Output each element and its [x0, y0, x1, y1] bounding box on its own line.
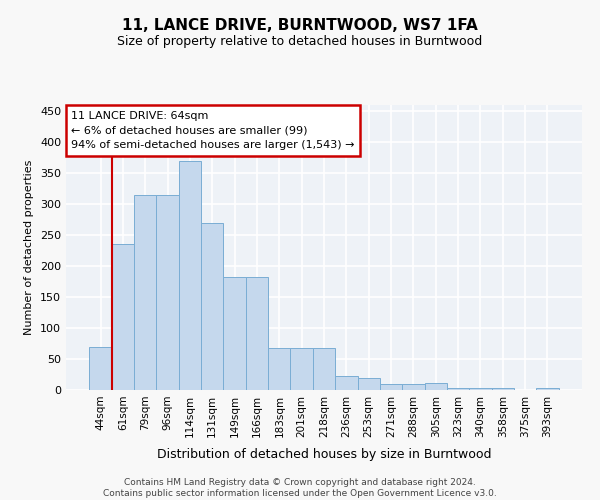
Bar — [358, 378, 380, 390]
Bar — [201, 222, 223, 390]
Bar — [223, 276, 246, 390]
Text: Size of property relative to detached houses in Burntwood: Size of property relative to detached ho… — [118, 35, 482, 48]
Bar — [313, 348, 335, 390]
Bar — [491, 388, 514, 390]
Bar — [290, 348, 313, 390]
Bar — [268, 348, 290, 390]
Bar — [112, 244, 134, 390]
Bar — [447, 388, 469, 390]
Text: 11, LANCE DRIVE, BURNTWOOD, WS7 1FA: 11, LANCE DRIVE, BURNTWOOD, WS7 1FA — [122, 18, 478, 32]
Bar — [402, 384, 425, 390]
Text: 11 LANCE DRIVE: 64sqm
← 6% of detached houses are smaller (99)
94% of semi-detac: 11 LANCE DRIVE: 64sqm ← 6% of detached h… — [71, 110, 355, 150]
Bar — [157, 195, 179, 390]
Bar — [134, 195, 157, 390]
Y-axis label: Number of detached properties: Number of detached properties — [25, 160, 34, 335]
Bar — [246, 276, 268, 390]
Bar — [536, 388, 559, 390]
Bar — [89, 346, 112, 390]
Text: Contains HM Land Registry data © Crown copyright and database right 2024.
Contai: Contains HM Land Registry data © Crown c… — [103, 478, 497, 498]
Bar — [179, 161, 201, 390]
X-axis label: Distribution of detached houses by size in Burntwood: Distribution of detached houses by size … — [157, 448, 491, 461]
Bar — [380, 384, 402, 390]
Bar — [469, 388, 491, 390]
Bar — [425, 382, 447, 390]
Bar — [335, 376, 358, 390]
